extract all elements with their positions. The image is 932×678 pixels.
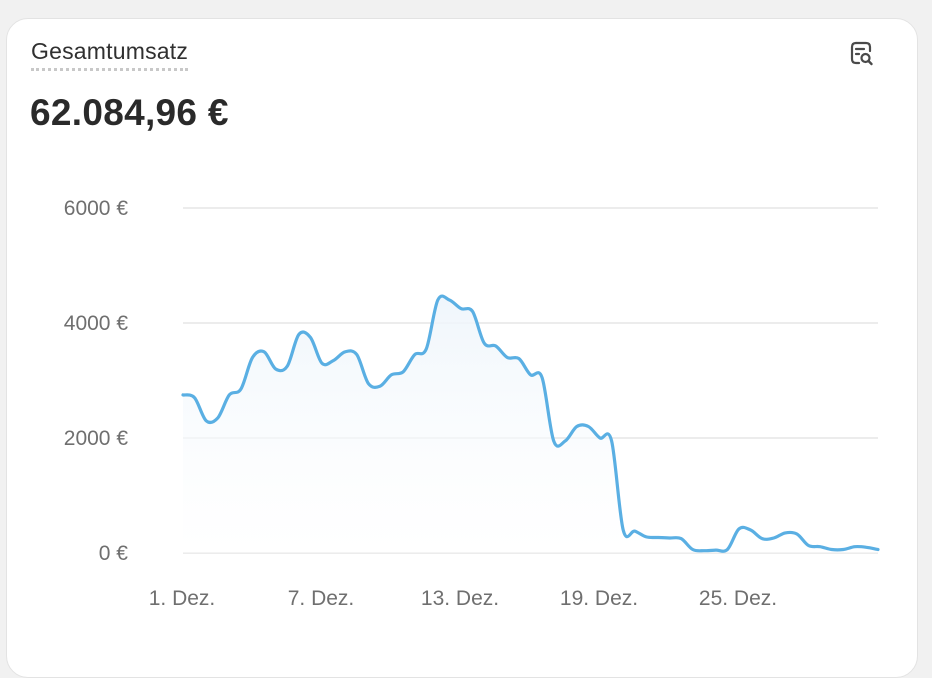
y-tick-label: 0 €	[99, 542, 129, 565]
data-point[interactable]	[849, 541, 861, 553]
data-point[interactable]	[235, 383, 247, 395]
data-point[interactable]	[640, 531, 652, 543]
data-point[interactable]	[328, 354, 340, 366]
data-point[interactable]	[664, 532, 676, 544]
x-axis-ticks: 1. Dez. 7. Dez. 13. Dez. 19. Dez. 25. Dez.	[149, 587, 777, 610]
sales-series-line	[181, 294, 880, 553]
data-point[interactable]	[212, 412, 224, 424]
y-tick-label: 4000 €	[64, 312, 129, 335]
data-point[interactable]	[362, 377, 374, 389]
data-point[interactable]	[501, 352, 513, 364]
data-point[interactable]	[443, 294, 455, 306]
y-tick-label: 2000 €	[64, 427, 129, 450]
data-point[interactable]	[745, 524, 757, 536]
data-point[interactable]	[548, 435, 560, 447]
data-point[interactable]	[304, 331, 316, 343]
data-point[interactable]	[536, 372, 548, 384]
data-point[interactable]	[258, 346, 270, 358]
data-point[interactable]	[733, 523, 745, 535]
data-point[interactable]	[455, 303, 467, 315]
data-point[interactable]	[270, 363, 282, 375]
data-point[interactable]	[860, 541, 872, 553]
data-point[interactable]	[223, 389, 235, 401]
data-point[interactable]	[525, 369, 537, 381]
data-point[interactable]	[281, 360, 293, 372]
data-point[interactable]	[779, 527, 791, 539]
x-tick-label: 1. Dez.	[149, 587, 216, 610]
data-point[interactable]	[467, 306, 479, 318]
card-title[interactable]: Gesamtumsatz	[31, 38, 189, 71]
data-point[interactable]	[687, 544, 699, 556]
data-point[interactable]	[409, 349, 421, 361]
data-point[interactable]	[698, 545, 710, 557]
data-point[interactable]	[768, 532, 780, 544]
data-point[interactable]	[420, 343, 432, 355]
data-point[interactable]	[374, 380, 386, 392]
data-point[interactable]	[721, 544, 733, 556]
data-point[interactable]	[756, 533, 768, 545]
data-point[interactable]	[582, 421, 594, 433]
data-point[interactable]	[559, 435, 571, 447]
chart-search-icon	[850, 41, 873, 66]
data-point[interactable]	[513, 353, 525, 365]
data-point[interactable]	[189, 392, 201, 404]
y-tick-label: 6000 €	[64, 197, 129, 220]
data-point[interactable]	[200, 415, 212, 427]
data-point[interactable]	[629, 525, 641, 537]
data-point[interactable]	[826, 544, 838, 556]
sales-area-chart[interactable]: 0 € 2000 € 4000 € 6000 € 1. Dez. 7. Dez. 13. …	[0, 0, 932, 646]
x-tick-label: 13. Dez.	[421, 587, 499, 610]
data-point[interactable]	[293, 329, 305, 341]
data-point[interactable]	[617, 524, 629, 536]
data-point[interactable]	[490, 340, 502, 352]
data-point[interactable]	[872, 544, 884, 556]
x-tick-label: 7. Dez.	[288, 587, 355, 610]
data-point[interactable]	[316, 357, 328, 369]
data-point[interactable]	[478, 337, 490, 349]
data-point[interactable]	[432, 294, 444, 306]
data-point[interactable]	[351, 349, 363, 361]
data-point[interactable]	[594, 432, 606, 444]
data-point[interactable]	[606, 435, 618, 447]
data-point[interactable]	[791, 528, 803, 540]
total-sales-value: 62.084,96 €	[30, 92, 229, 133]
data-point[interactable]	[339, 346, 351, 358]
data-point[interactable]	[837, 544, 849, 556]
data-point[interactable]	[397, 366, 409, 378]
data-point[interactable]	[814, 541, 826, 553]
data-point[interactable]	[652, 531, 664, 543]
x-tick-label: 25. Dez.	[699, 587, 777, 610]
data-point[interactable]	[803, 540, 815, 552]
explore-report-button[interactable]	[846, 38, 876, 68]
sales-area-fill	[183, 296, 878, 553]
sales-chart: 0 € 2000 € 4000 € 6000 € 1. Dez. 7. Dez. 13. …	[0, 0, 932, 646]
x-tick-label: 19. Dez.	[560, 587, 638, 610]
data-point[interactable]	[571, 421, 583, 433]
data-point[interactable]	[177, 389, 189, 401]
data-point[interactable]	[710, 544, 722, 556]
data-point[interactable]	[675, 533, 687, 545]
y-axis-ticks: 0 € 2000 € 4000 € 6000 €	[64, 197, 129, 565]
data-point[interactable]	[386, 369, 398, 381]
data-point[interactable]	[247, 352, 259, 364]
